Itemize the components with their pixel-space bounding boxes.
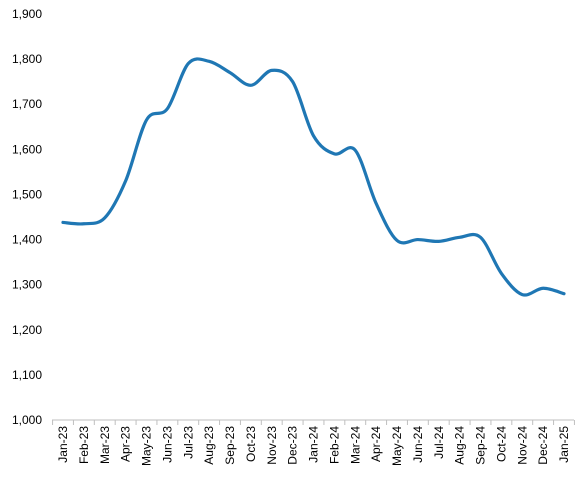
x-tick-label: Jul-24 [432, 426, 446, 459]
x-tick-label: Feb-23 [77, 426, 91, 464]
x-axis-tick-labels: Jan-23 Feb-23 Mar-23 Apr-23 May-23 Jun-23 Jul-… [56, 426, 571, 466]
y-tick-label: 1,200 [12, 323, 42, 337]
x-tick-label: May-24 [390, 426, 404, 466]
x-tick-label: Dec-23 [286, 426, 300, 465]
y-tick-label: 1,900 [12, 7, 42, 21]
x-tick-label: Jun-23 [160, 426, 174, 463]
y-tick-label: 1,300 [12, 278, 42, 292]
y-axis-tick-labels: 1,000 1,100 1,200 1,300 1,400 1,500 1,600 1,700… [12, 7, 42, 427]
x-tick-label: Sep-24 [474, 426, 488, 465]
y-tick-label: 1,700 [12, 97, 42, 111]
series-line [61, 57, 566, 297]
x-tick-label: Jun-24 [411, 426, 425, 463]
x-tick-label: Apr-23 [119, 426, 133, 462]
x-tick-label: Aug-23 [202, 426, 216, 465]
x-tick-label: Jul-23 [181, 426, 195, 459]
x-tick-label: Jan-24 [307, 426, 321, 463]
y-tick-label: 1,600 [12, 142, 42, 156]
y-tick-label: 1,500 [12, 187, 42, 201]
x-tick-label: Feb-24 [327, 426, 341, 464]
x-tick-label: Nov-23 [265, 426, 279, 465]
x-tick-label: Jan-25 [557, 426, 571, 463]
y-tick-label: 1,400 [12, 233, 42, 247]
x-tick-label: Mar-23 [98, 426, 112, 464]
x-tick-label: Oct-24 [494, 426, 508, 462]
x-tick-label: Nov-24 [515, 426, 529, 465]
y-tick-label: 1,100 [12, 368, 42, 382]
x-tick-label: Dec-24 [536, 426, 550, 465]
x-tick-label: Apr-24 [369, 426, 383, 462]
x-axis-ticks [52, 420, 575, 425]
x-tick-label: Mar-24 [348, 426, 362, 464]
x-tick-label: Oct-23 [244, 426, 258, 462]
y-tick-label: 1,000 [12, 413, 42, 427]
y-tick-label: 1,800 [12, 52, 42, 66]
x-tick-label: Aug-24 [453, 426, 467, 465]
x-tick-label: Jan-23 [56, 426, 70, 463]
x-tick-label: May-23 [140, 426, 154, 466]
x-tick-label: Sep-23 [223, 426, 237, 465]
